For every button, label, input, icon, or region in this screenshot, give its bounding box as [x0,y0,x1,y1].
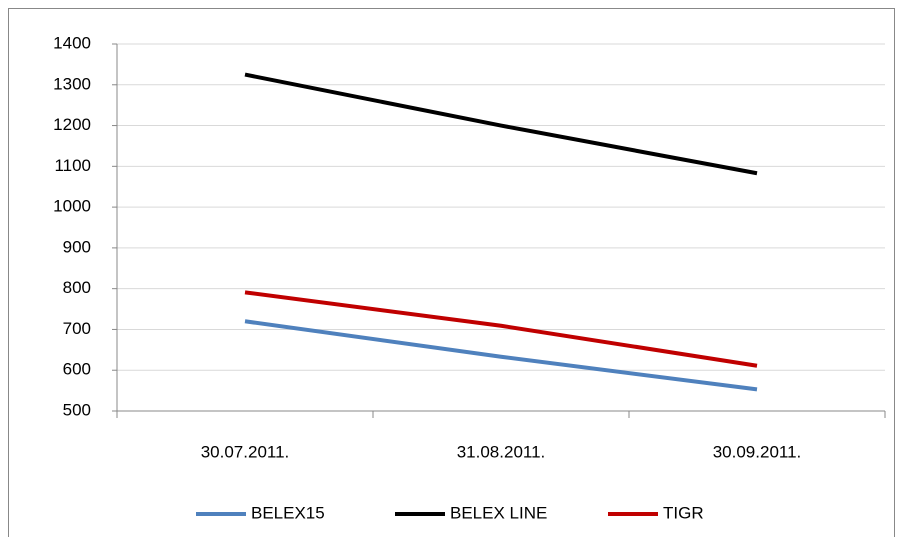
x-tick-label: 30.07.2011. [201,442,290,461]
y-tick-label: 1000 [53,197,91,216]
x-tick-label: 31.08.2011. [457,442,546,461]
y-tick-label: 1400 [53,33,91,52]
y-tick-label: 500 [63,400,91,419]
y-tick-label: 900 [63,237,91,256]
y-tick-label: 1200 [53,115,91,134]
y-tick-label: 800 [63,278,91,297]
legend-label: BELEX15 [251,503,325,522]
y-tick-label: 1100 [54,156,91,175]
y-tick-label: 700 [63,319,91,338]
chart-border [8,8,895,537]
y-tick-label: 600 [63,360,91,379]
x-tick-label: 30.09.2011. [713,442,802,461]
series-line [244,319,758,392]
series-line [244,72,758,176]
legend-label: BELEX LINE [450,503,547,522]
legend-label: TIGR [663,503,704,522]
y-tick-label: 1300 [53,74,91,93]
series-line [244,290,758,368]
